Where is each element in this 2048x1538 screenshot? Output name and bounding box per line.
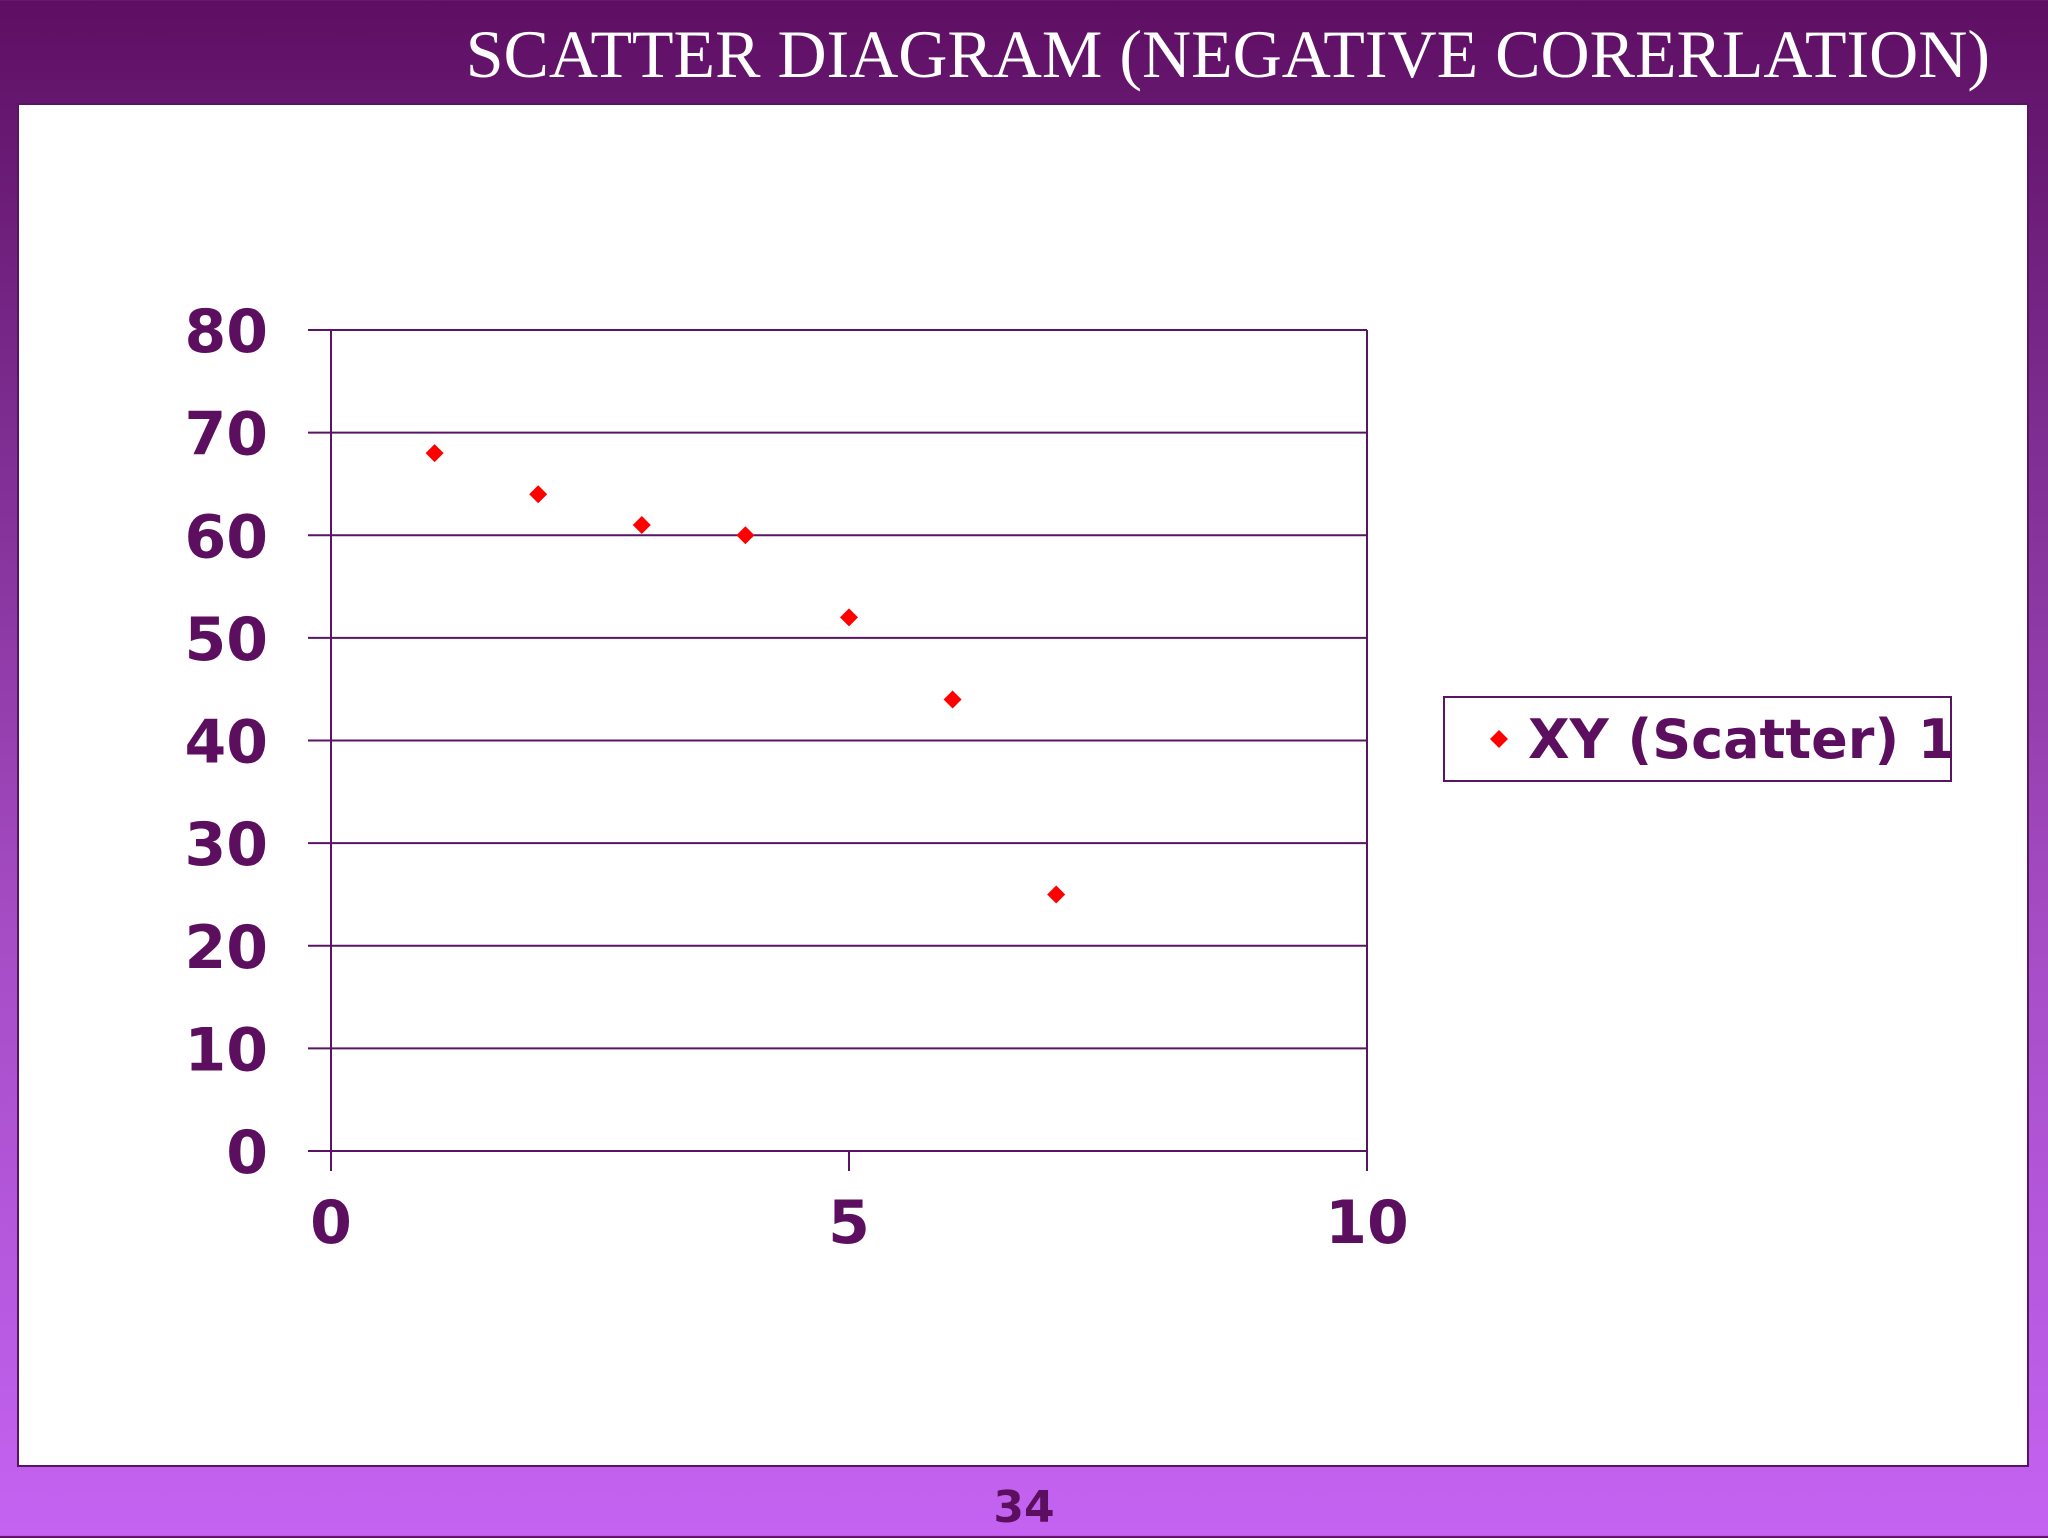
page-number: 34 (993, 1482, 1055, 1533)
y-tick-label: 70 (185, 400, 269, 470)
x-tick-label: 5 (828, 1188, 870, 1258)
x-tick-labels: 0 5 10 (310, 1188, 1409, 1258)
y-tick-label: 30 (185, 810, 269, 880)
axes (308, 329, 1368, 1171)
y-tick-label: 20 (185, 913, 269, 983)
legend-label: XY (Scatter) 1 (1528, 708, 1956, 771)
y-tick-label: 0 (226, 1118, 268, 1188)
data-points (425, 444, 1066, 904)
x-tick-label: 0 (310, 1188, 352, 1258)
y-tick-label: 50 (185, 605, 269, 675)
slide-title: SCATTER DIAGRAM (NEGATIVE CORERLATION) (465, 16, 1990, 92)
data-point (736, 526, 755, 545)
data-point (529, 485, 548, 504)
legend-marker (1490, 730, 1508, 748)
data-point (1047, 885, 1066, 904)
data-point (632, 515, 651, 534)
x-tick-label: 10 (1325, 1188, 1409, 1258)
data-point (840, 608, 858, 627)
data-point (943, 690, 962, 709)
y-tick-label: 80 (185, 297, 269, 367)
legend: XY (Scatter) 1 (1443, 696, 1956, 782)
y-tick-labels: 0 10 20 30 40 50 60 70 80 (185, 297, 269, 1188)
y-tick-label: 40 (185, 708, 269, 778)
y-tick-label: 60 (185, 502, 269, 572)
data-point (425, 444, 444, 463)
legend-box (1443, 696, 1952, 782)
y-tick-label: 10 (185, 1015, 269, 1085)
grid-lines (331, 329, 1367, 1152)
